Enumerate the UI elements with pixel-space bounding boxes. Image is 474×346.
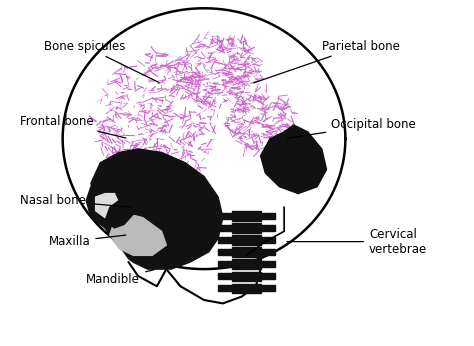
- Polygon shape: [91, 149, 223, 269]
- Polygon shape: [96, 194, 119, 218]
- Polygon shape: [218, 237, 232, 243]
- Polygon shape: [261, 249, 275, 255]
- Polygon shape: [218, 249, 232, 255]
- Text: Nasal bone: Nasal bone: [20, 194, 130, 207]
- Text: Mandible: Mandible: [86, 270, 154, 286]
- Text: Occipital bone: Occipital bone: [287, 118, 416, 138]
- Polygon shape: [218, 261, 232, 267]
- Polygon shape: [86, 183, 133, 228]
- Polygon shape: [261, 285, 275, 291]
- Polygon shape: [261, 225, 275, 231]
- Polygon shape: [110, 214, 166, 255]
- Text: Parietal bone: Parietal bone: [254, 39, 400, 83]
- Polygon shape: [232, 283, 261, 293]
- Polygon shape: [232, 236, 261, 245]
- Polygon shape: [232, 247, 261, 257]
- Polygon shape: [218, 273, 232, 280]
- Text: Bone spicules: Bone spicules: [44, 39, 159, 83]
- Polygon shape: [218, 213, 232, 219]
- Text: Cervical
vertebrae: Cervical vertebrae: [287, 228, 427, 256]
- Polygon shape: [261, 125, 327, 194]
- Polygon shape: [232, 260, 261, 269]
- Polygon shape: [218, 225, 232, 231]
- Polygon shape: [261, 213, 275, 219]
- Polygon shape: [261, 237, 275, 243]
- Polygon shape: [232, 224, 261, 233]
- Polygon shape: [105, 200, 133, 228]
- Text: Frontal bone: Frontal bone: [20, 115, 126, 138]
- Text: Maxilla: Maxilla: [48, 235, 126, 248]
- Polygon shape: [261, 261, 275, 267]
- Polygon shape: [218, 285, 232, 291]
- Polygon shape: [261, 273, 275, 280]
- Polygon shape: [232, 272, 261, 281]
- Polygon shape: [232, 211, 261, 221]
